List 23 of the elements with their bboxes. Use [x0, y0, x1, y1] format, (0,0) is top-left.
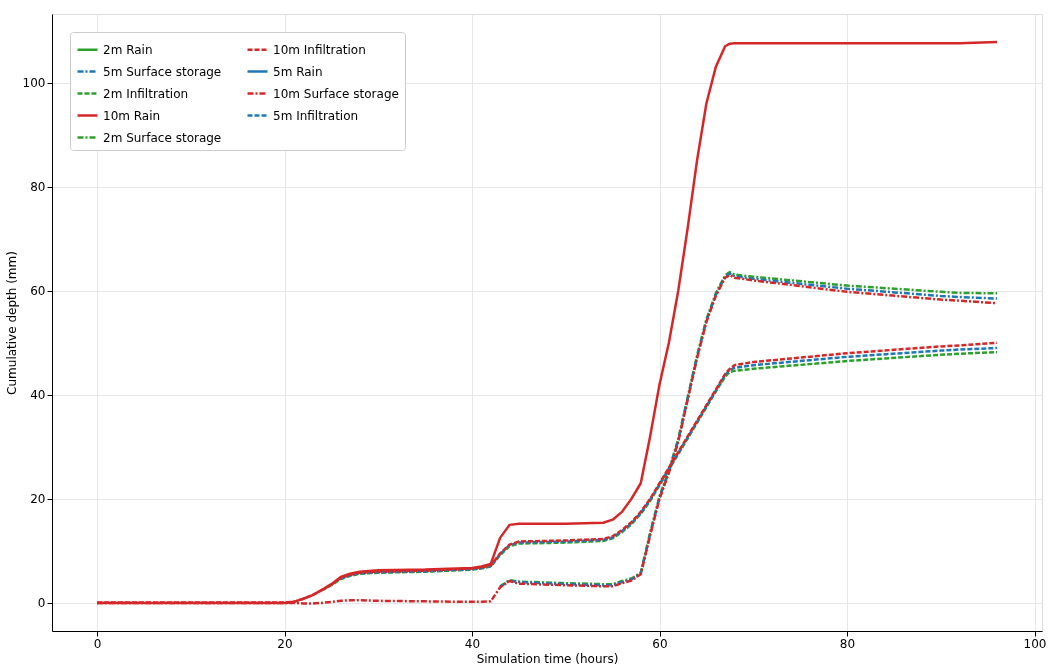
y-tick-label: 100 [22, 76, 46, 91]
legend-label: 5m Infiltration [273, 108, 359, 123]
legend-label: 10m Surface storage [273, 86, 399, 101]
x-tick-label: 0 [93, 636, 102, 651]
legend-label: 5m Surface storage [103, 64, 222, 79]
x-tick-label: 100 [1023, 636, 1047, 651]
y-tick-label: 20 [30, 492, 46, 507]
x-tick-label: 20 [277, 636, 293, 651]
y-tick-label: 60 [30, 284, 46, 299]
x-axis-title: Simulation time (hours) [476, 651, 619, 666]
legend-label: 2m Surface storage [103, 130, 222, 145]
y-tick-label: 80 [30, 180, 46, 195]
legend-label: 2m Infiltration [103, 86, 189, 101]
legend-label: 10m Rain [103, 108, 161, 123]
y-tick-label: 0 [37, 596, 46, 611]
y-axis-title: Cumulative depth (mm) [4, 251, 19, 395]
x-tick-label: 60 [652, 636, 668, 651]
legend-label: 5m Rain [273, 64, 323, 79]
x-tick-label: 80 [839, 636, 856, 651]
legend-label: 2m Rain [103, 42, 153, 57]
y-tick-label: 40 [30, 388, 46, 403]
legend-label: 10m Infiltration [273, 42, 366, 57]
x-tick-label: 40 [464, 636, 481, 651]
